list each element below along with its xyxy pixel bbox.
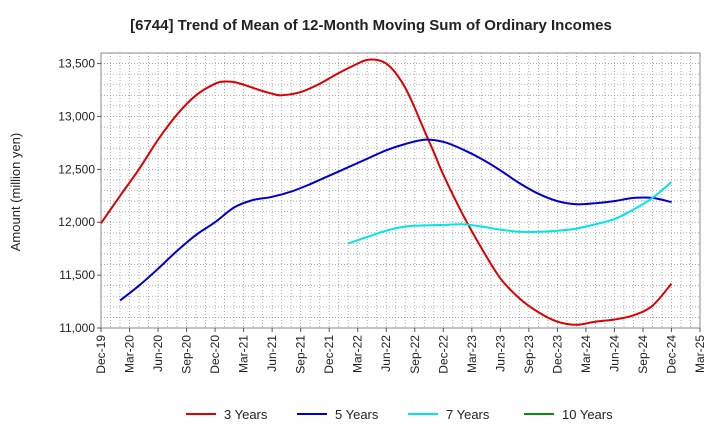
x-tick-label: Jun-21 — [265, 335, 279, 372]
x-tick-label: Mar-25 — [693, 335, 707, 373]
y-axis-label: Amount (million yen) — [8, 133, 23, 252]
series-line-7-years — [347, 181, 673, 245]
x-tick-label: Sep-23 — [522, 335, 536, 374]
x-tick-label: Mar-23 — [465, 335, 479, 373]
legend-label-5-years: 5 Years — [335, 407, 379, 422]
y-axis: 11,000 11,500 12,000 12,500 13,000 13,500 — [58, 57, 101, 335]
x-tick-label: Dec-24 — [664, 335, 678, 374]
x-tick-label: Sep-20 — [180, 335, 194, 374]
legend-label-3-years: 3 Years — [224, 407, 268, 422]
x-tick-label: Sep-21 — [294, 335, 308, 374]
y-tick-label: 11,000 — [59, 321, 95, 335]
x-tick-label: Jun-22 — [379, 335, 393, 372]
x-tick-label: Dec-22 — [436, 335, 450, 374]
x-tick-label: Mar-21 — [237, 335, 251, 373]
x-tick-label: Mar-22 — [351, 335, 365, 373]
x-tick-label: Dec-20 — [208, 335, 222, 374]
series-line-3-years — [100, 58, 673, 326]
x-tick-label: Jun-20 — [151, 335, 165, 372]
x-tick-label: Sep-22 — [408, 335, 422, 374]
y-tick-label: 12,500 — [58, 162, 95, 176]
series-lines — [100, 58, 673, 326]
y-tick-label: 13,000 — [58, 109, 95, 123]
legend-item-10-years: 10 Years — [524, 407, 613, 422]
x-tick-label: Sep-24 — [636, 335, 650, 374]
y-tick-label: 11,500 — [59, 268, 95, 282]
x-tick-label: Dec-19 — [94, 335, 108, 374]
x-tick-label: Jun-23 — [493, 335, 507, 372]
y-tick-label: 13,500 — [58, 57, 95, 71]
series-line-5-years — [119, 138, 672, 302]
chart-title: [6744] Trend of Mean of 12-Month Moving … — [130, 17, 612, 34]
legend-label-10-years: 10 Years — [562, 407, 613, 422]
legend-item-3-years: 3 Years — [186, 407, 268, 422]
plot-frame — [100, 52, 701, 329]
legend-item-5-years: 5 Years — [297, 407, 379, 422]
x-tick-label: Jun-24 — [607, 335, 621, 372]
x-axis: Dec-19 Mar-20 Jun-20 Sep-20 Dec-20 Mar-21 Jun-… — [94, 328, 707, 374]
legend-label-7-years: 7 Years — [446, 407, 490, 422]
legend: 3 Years 5 Years 7 Years 10 Years — [186, 407, 613, 422]
x-tick-label: Mar-20 — [123, 335, 137, 373]
grid — [101, 53, 700, 328]
x-tick-label: Mar-24 — [579, 335, 593, 373]
y-tick-label: 12,000 — [58, 215, 95, 229]
x-tick-label: Dec-23 — [550, 335, 564, 374]
x-tick-label: Dec-21 — [322, 335, 336, 374]
legend-item-7-years: 7 Years — [408, 407, 490, 422]
